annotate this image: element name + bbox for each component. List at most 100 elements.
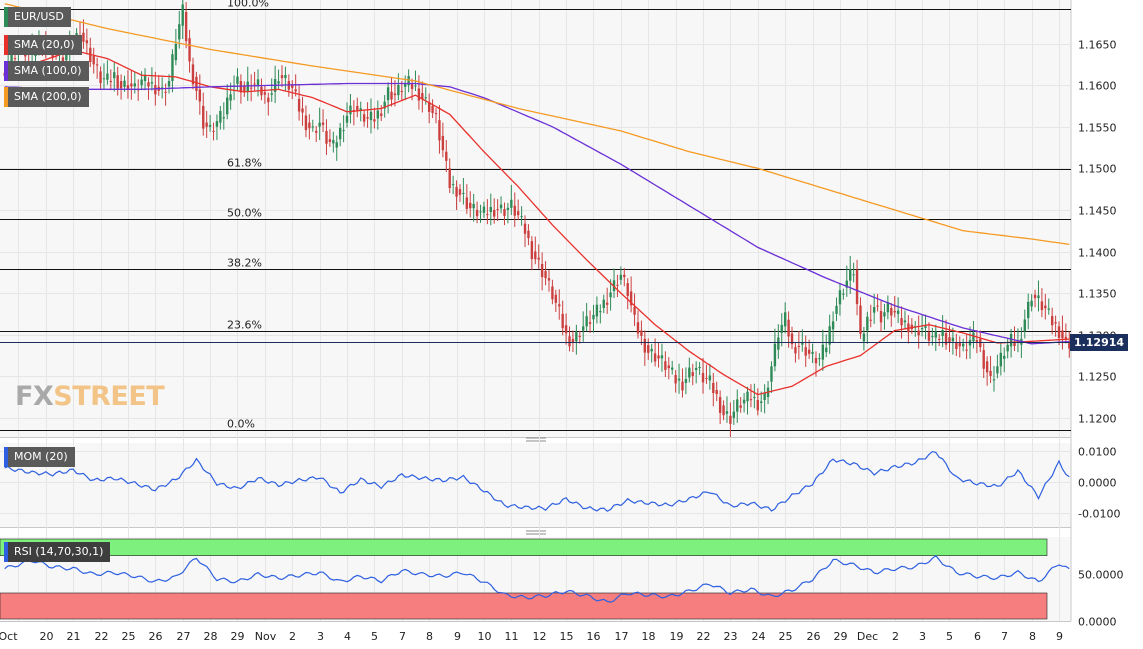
x-tick-label: 3: [317, 630, 324, 643]
candle-body: [328, 139, 332, 142]
candle-body: [626, 283, 629, 296]
candle-body: [277, 81, 280, 84]
candle-body: [349, 105, 352, 115]
candle-body: [284, 75, 287, 79]
candle-body: [534, 251, 537, 260]
candle-body: [513, 205, 516, 216]
sma100-line: [4, 82, 1070, 345]
candle-body: [876, 305, 879, 307]
candle-body: [831, 321, 835, 330]
candle-body: [852, 274, 855, 276]
fib-label: 100.0%: [227, 0, 269, 10]
x-tick-label: 18: [642, 630, 656, 643]
candle-body: [448, 168, 451, 188]
candle-body: [226, 97, 229, 115]
x-tick-label: 6: [974, 630, 981, 643]
candle-body: [701, 372, 705, 383]
candle-body: [400, 90, 403, 92]
candle-body: [342, 130, 345, 132]
candle-body: [955, 342, 958, 350]
candle-body: [236, 76, 239, 84]
candle-body: [705, 377, 708, 379]
candle-body: [893, 310, 896, 313]
candle-body: [780, 324, 783, 334]
candle-body: [181, 4, 184, 26]
candle-body: [304, 115, 308, 131]
candle-body: [540, 263, 544, 278]
x-tick-label: 27: [177, 630, 191, 643]
candle-body: [523, 223, 527, 234]
mom-tick-label: -0.0100: [1078, 508, 1120, 521]
candle-body: [814, 357, 818, 364]
candle-body: [113, 72, 116, 79]
candle-body: [308, 122, 311, 129]
candle-body: [859, 305, 862, 334]
candle-body: [568, 336, 571, 347]
candle-body: [691, 372, 694, 377]
candle-body: [886, 302, 890, 313]
candle-body: [82, 32, 85, 42]
candle-body: [588, 322, 592, 324]
candle-body: [174, 43, 178, 61]
candle-body: [818, 358, 821, 360]
candle-body: [65, 51, 68, 61]
candle-body: [164, 91, 167, 93]
candle-body: [636, 322, 640, 334]
candle-body: [205, 122, 208, 127]
fib-label: 23.6%: [227, 319, 262, 332]
candle-body: [280, 75, 284, 79]
y-tick-label: 1.1500: [1078, 163, 1117, 176]
mom-line: [4, 450, 1070, 512]
candle-body: [393, 93, 397, 96]
candle-body: [315, 130, 318, 133]
x-tick-label: 25: [122, 630, 136, 643]
candle-body: [739, 405, 742, 408]
candle-body: [599, 311, 602, 313]
candle-body: [961, 343, 965, 347]
candle-body: [106, 73, 109, 80]
y-tick-label: 1.1200: [1078, 413, 1117, 426]
candle-body: [944, 333, 948, 345]
candle-body: [380, 113, 383, 116]
candle-body: [318, 122, 321, 127]
mom-tick-label: 0.0100: [1078, 446, 1117, 459]
x-tick-label: 29: [231, 630, 245, 643]
candle-body: [996, 366, 999, 374]
candle-body: [421, 93, 424, 100]
candle-body: [1009, 333, 1013, 347]
candle-body: [879, 310, 883, 323]
x-tick-label: 12: [533, 630, 547, 643]
candle-body: [694, 367, 698, 371]
candle-body: [582, 326, 585, 331]
price-panel-bg: [0, 0, 1071, 437]
candle-body: [783, 312, 787, 327]
candle-body: [215, 121, 219, 127]
candle-body: [845, 280, 848, 288]
candle-body: [434, 113, 438, 115]
candle-body: [335, 142, 338, 148]
candle-body: [667, 365, 670, 369]
candle-body: [1068, 343, 1071, 349]
x-tick-label: 21: [67, 630, 81, 643]
candle-body: [849, 269, 852, 281]
rsi-tick-label: 50.0000: [1078, 569, 1124, 582]
candle-body: [369, 111, 373, 121]
candle-body: [489, 206, 492, 213]
candle-body: [777, 337, 780, 350]
candle-body: [869, 319, 872, 321]
candle-body: [427, 101, 431, 112]
candle-body: [249, 87, 253, 89]
candle-body: [469, 202, 472, 209]
candle-body: [1040, 301, 1044, 311]
candle-body: [178, 24, 181, 40]
candle-body: [948, 337, 951, 343]
candle-body: [229, 94, 232, 101]
legend-sma200: SMA (200,0): [4, 87, 89, 107]
candle-body: [883, 312, 886, 317]
y-tick-label: 1.1350: [1078, 288, 1117, 301]
candle-body: [938, 338, 941, 340]
candle-body: [838, 290, 842, 305]
fib-label: 61.8%: [227, 157, 262, 170]
candle-body: [458, 189, 462, 195]
candle-body: [807, 349, 811, 354]
